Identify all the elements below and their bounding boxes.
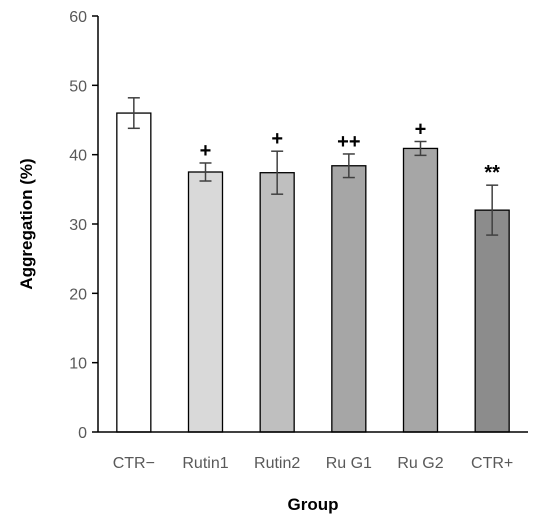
significance-marker: +	[200, 140, 212, 162]
bar	[187, 171, 224, 433]
y-tick-label: 10	[69, 356, 87, 373]
bar	[474, 209, 510, 433]
significance-marker: **	[484, 162, 500, 184]
y-tick-label: 20	[69, 286, 87, 303]
bars-group	[116, 112, 510, 433]
x-tick-label: Rutin1	[182, 455, 228, 472]
error-bar	[127, 97, 140, 130]
x-axis-title: Group	[288, 495, 339, 514]
y-tick-label: 50	[69, 78, 87, 95]
x-tick-label: CTR+	[471, 455, 513, 472]
bar	[116, 112, 152, 433]
y-tick-label: 0	[78, 425, 87, 442]
error-bar	[414, 140, 427, 157]
x-tick-label: CTR−	[113, 455, 155, 472]
y-tick-label: 40	[69, 148, 87, 165]
significance-marker: +	[271, 128, 283, 150]
bar	[402, 147, 439, 433]
x-tick-label: Ru G2	[397, 455, 443, 472]
error-bar	[271, 150, 284, 195]
significance-marker: ++	[337, 131, 360, 153]
bar	[259, 172, 295, 433]
y-axis-ticks: 0 10 20 30 40 50 60	[69, 9, 98, 442]
error-bar	[342, 153, 355, 179]
y-tick-label: 60	[69, 9, 87, 26]
error-bar	[486, 184, 499, 236]
significance-marker: +	[415, 118, 427, 140]
annotations-group: ++ +++**	[200, 118, 501, 184]
error-bars-group	[127, 97, 499, 236]
y-tick-label: 30	[69, 217, 87, 234]
y-axis-title: Aggregation (%)	[17, 158, 36, 289]
x-tick-label: Ru G1	[326, 455, 372, 472]
error-bar	[199, 162, 212, 182]
bar	[331, 165, 367, 433]
x-axis-labels: CTR− Rutin1 Rutin2 Ru G1 Ru G2 CTR+	[113, 455, 514, 472]
x-tick-label: Rutin2	[254, 455, 300, 472]
